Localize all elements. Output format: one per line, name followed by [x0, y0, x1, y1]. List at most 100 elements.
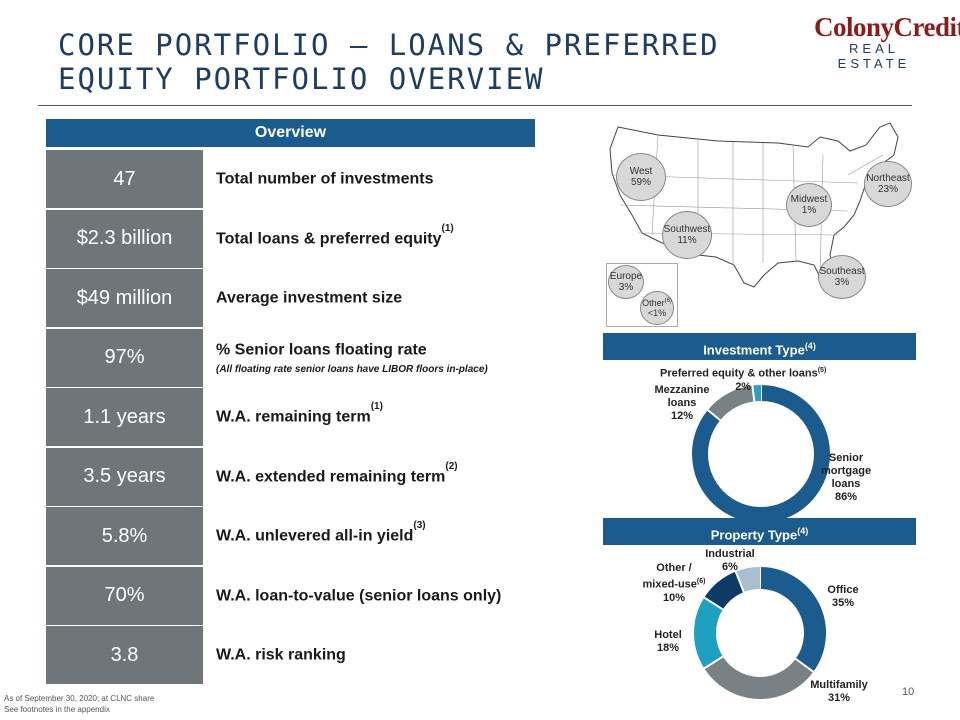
footnote-line2: See footnotes in the appendix	[4, 705, 110, 714]
overview-label: Total number of investments	[216, 170, 434, 188]
overview-label-cell: Total number of investments	[216, 150, 536, 208]
overview-footnote: (1)	[441, 222, 454, 234]
overview-value: 97%	[46, 328, 203, 387]
footnote: As of September 30, 2020; at CLNC share …	[4, 693, 154, 715]
overview-value: $49 million	[46, 269, 203, 327]
title-line-1: CORE PORTFOLIO – LOANS & PREFERRED	[58, 28, 720, 62]
region-europe: Europe 3%	[608, 265, 644, 299]
label-hotel-text: Hotel	[654, 629, 682, 641]
label-other-pct: 10%	[662, 591, 686, 604]
region-midwest-name: Midwest	[790, 194, 828, 205]
overview-label: W.A. unlevered all-in yield	[216, 527, 414, 545]
region-other-fn: (6)	[664, 298, 672, 304]
label-mezz-pct: 12%	[670, 410, 694, 422]
international-inset	[606, 263, 678, 327]
property-type-donut	[694, 567, 826, 699]
overview-label-cell: W.A. extended remaining term(2)	[216, 448, 536, 506]
overview-label-line: Total loans & preferred equity(1)	[216, 223, 536, 248]
overview-row: 97% % Senior loans floating rate (All floa…	[46, 328, 536, 387]
overview-value: $2.3 billion	[46, 209, 203, 268]
region-southwest: Southwest 11%	[662, 211, 712, 259]
property-type-fn: (4)	[797, 526, 809, 536]
region-other-pct: <1%	[647, 308, 667, 318]
label-preferred-fn: (5)	[817, 367, 827, 374]
label-mezz-line1: Mezzanine	[654, 384, 710, 396]
overview-row: 1.1 years W.A. remaining term(1)	[46, 388, 535, 446]
logo-wordmark: ColonyCredit	[814, 12, 960, 42]
region-europe-name: Europe	[609, 271, 643, 282]
investment-type-fn: (4)	[804, 341, 816, 351]
property-type-title: Property Type	[710, 527, 798, 543]
overview-value: 5.8%	[46, 507, 203, 565]
label-preferred: Preferred equity & other loans(5) 2%	[660, 364, 826, 394]
label-preferred-text: Preferred equity & other loans	[660, 367, 818, 380]
label-senior-pct: 86%	[834, 491, 858, 503]
region-west: West 59%	[616, 153, 666, 201]
donut-slice-mezzanine-loans	[707, 385, 755, 421]
region-midwest: Midwest 1%	[786, 183, 832, 227]
overview-label: W.A. loan-to-value (senior loans only)	[216, 587, 502, 605]
title-divider	[38, 105, 912, 106]
donut-separator	[751, 385, 756, 402]
label-other-line2-wrap: mixed-use(6)	[636, 575, 712, 592]
label-industrial: Industrial 6%	[700, 548, 760, 574]
donut-slice-industrial	[735, 567, 761, 593]
region-southeast-name: Southeast	[819, 266, 865, 277]
donut-separator	[734, 571, 745, 593]
overview-label: W.A. extended remaining term	[216, 468, 446, 486]
label-other-fn: (6)	[696, 578, 706, 585]
donut-separator	[707, 409, 721, 421]
geography-map: West 59% Southwest 11% Midwest 1% Northe…	[598, 115, 918, 330]
overview-label: W.A. remaining term	[216, 408, 371, 426]
overview-label-cell: Total loans & preferred equity(1)	[216, 210, 536, 268]
region-southwest-name: Southwest	[663, 224, 711, 235]
overview-row: 5.8% W.A. unlevered all-in yield(3)	[46, 507, 535, 565]
overview-row: 70% W.A. loan-to-value (senior loans only…	[46, 566, 536, 625]
investment-type-title: Investment Type	[703, 342, 805, 358]
overview-row: 3.5 years W.A. extended remaining term(2)	[46, 447, 536, 506]
company-logo: ColonyCredit REAL ESTATE	[814, 12, 960, 71]
overview-value: 1.1 years	[46, 388, 203, 446]
donut-slice-hotel	[694, 597, 724, 669]
overview-heading: Overview	[46, 119, 535, 147]
investment-type-heading: Investment Type(4)	[603, 333, 916, 360]
overview-label-line: W.A. unlevered all-in yield(3)	[216, 520, 536, 545]
label-industrial-pct: 6%	[722, 561, 738, 573]
footnote-line1: As of September 30, 2020; at CLNC share	[4, 694, 155, 703]
page-number: 10	[902, 686, 915, 698]
region-europe-pct: 3%	[618, 282, 634, 293]
label-other-line1: Other /	[656, 562, 692, 574]
overview-label-cell: W.A. unlevered all-in yield(3)	[216, 507, 536, 565]
overview-label-cell: Average investment size	[216, 269, 536, 327]
donut-slice-senior-mortgage-loans	[692, 385, 830, 523]
label-office-pct: 35%	[831, 597, 855, 609]
label-other-mixed: Other / mixed-use(6) 10%	[636, 562, 712, 605]
region-other-name-wrap: Other(6)	[641, 298, 673, 308]
label-mezzanine: Mezzanine loans 12%	[652, 384, 712, 423]
region-southwest-pct: 11%	[677, 235, 697, 246]
label-industrial-text: Industrial	[705, 548, 755, 560]
label-multifamily: Multifamily 31%	[802, 679, 876, 705]
overview-label-line: W.A. loan-to-value (senior loans only)	[216, 586, 536, 605]
label-senior: Senior mortgage loans 86%	[814, 452, 878, 504]
label-office: Office 35%	[818, 584, 868, 610]
overview-label: Average investment size	[216, 289, 403, 307]
overview-label: W.A. risk ranking	[216, 646, 346, 664]
label-office-text: Office	[827, 584, 859, 596]
region-other: Other(6) <1%	[640, 291, 674, 325]
overview-row: 47 Total number of investments	[46, 150, 535, 208]
overview-label-cell: W.A. remaining term(1)	[216, 388, 536, 446]
overview-row: $2.3 billion Total loans & preferred equi…	[46, 209, 536, 268]
region-northeast: Northeast 23%	[864, 161, 912, 207]
overview-sublabel: (All floating rate senior loans have LIB…	[216, 363, 488, 375]
overview-label-line: % Senior loans floating rate	[216, 340, 536, 359]
overview-value: 3.5 years	[46, 447, 203, 506]
donut-separator	[795, 658, 814, 673]
label-mezz-line2: loans	[667, 397, 697, 409]
region-midwest-pct: 1%	[801, 205, 817, 216]
overview-label: % Senior loans floating rate	[216, 341, 427, 359]
overview-label-cell: W.A. loan-to-value (senior loans only)	[216, 567, 536, 625]
overview-label-cell: W.A. risk ranking	[216, 626, 536, 684]
overview-row: $49 million Average investment size	[46, 269, 535, 327]
donut-separator	[703, 596, 724, 611]
